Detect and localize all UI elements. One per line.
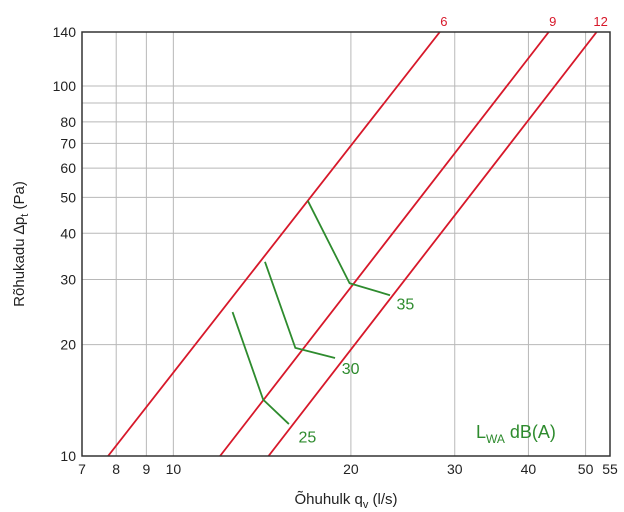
x-tick-label: 55 — [602, 461, 618, 477]
x-tick-labels: 7 8 9 10 20 30 40 50 55 — [78, 461, 618, 477]
y-tick-label: 30 — [60, 271, 76, 287]
sound-power-label: 25 — [298, 429, 316, 446]
sound-power-line-30 — [264, 261, 336, 359]
sound-power-labels: 25 30 35 — [298, 297, 414, 447]
y-tick-label: 50 — [60, 189, 76, 205]
pressure-loss-line-12 — [267, 32, 598, 456]
sound-power-label: 35 — [397, 297, 415, 314]
y-tick-label: 70 — [60, 135, 76, 151]
y-tick-label: 80 — [60, 114, 76, 130]
x-tick-label: 30 — [447, 461, 463, 477]
plot-frame — [81, 31, 611, 457]
legend-label: LWA dB(A) — [476, 422, 556, 446]
y-tick-label: 140 — [53, 24, 77, 40]
pressure-loss-line-label: 12 — [593, 14, 607, 29]
y-tick-label: 10 — [60, 448, 76, 464]
x-tick-label: 8 — [112, 461, 120, 477]
x-tick-label: 10 — [166, 461, 182, 477]
y-tick-label: 40 — [60, 225, 76, 241]
grid-lines — [81, 31, 611, 457]
pressure-loss-line-label: 6 — [440, 14, 447, 29]
pressure-loss-line-labels: 6 9 12 — [440, 14, 608, 29]
x-tick-label: 7 — [78, 461, 86, 477]
y-tick-label: 60 — [60, 160, 76, 176]
x-tick-label: 20 — [343, 461, 359, 477]
y-tick-label: 20 — [60, 337, 76, 353]
y-tick-labels: 10 20 30 40 50 60 70 80 100 140 — [53, 24, 77, 464]
y-tick-label: 100 — [53, 78, 77, 94]
pressure-loss-line-9 — [219, 32, 550, 456]
sound-power-lines — [231, 200, 391, 425]
y-axis-title: Rõhukadu ∆pt (Pa) — [11, 181, 31, 307]
x-tick-label: 50 — [578, 461, 594, 477]
x-tick-label: 40 — [521, 461, 537, 477]
pressure-loss-line-6 — [107, 32, 441, 456]
x-axis-title: Õhuhulk qv (l/s) — [294, 491, 397, 511]
sound-power-line-35 — [306, 200, 391, 297]
sound-power-label: 30 — [342, 361, 360, 378]
sound-power-line-25 — [231, 311, 290, 425]
pressure-loss-lines — [107, 32, 598, 456]
x-tick-label: 9 — [142, 461, 150, 477]
pressure-loss-line-label: 9 — [549, 14, 556, 29]
